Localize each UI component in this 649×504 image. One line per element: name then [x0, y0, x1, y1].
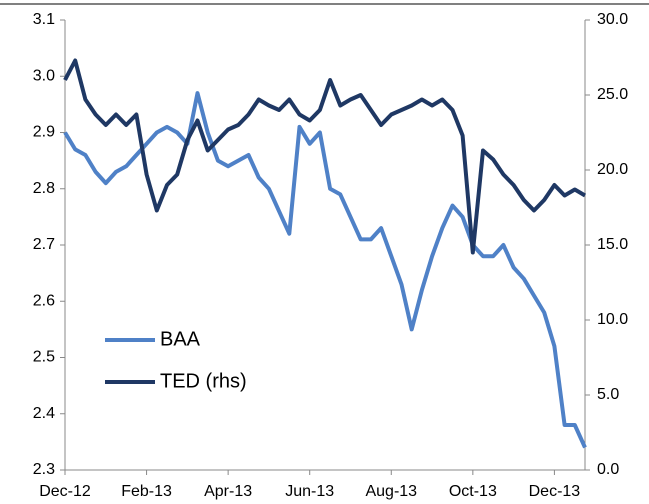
x-tick-label: Feb-13 [121, 483, 172, 500]
y-tick-label: 2.8 [33, 180, 55, 197]
y2-tick-label: 15.0 [597, 236, 628, 253]
y-tick-label: 2.3 [33, 461, 55, 478]
y2-tick-label: 0.0 [597, 461, 619, 478]
x-tick-label: Jun-13 [285, 483, 334, 500]
y2-tick-label: 25.0 [597, 86, 628, 103]
series-line [63, 91, 587, 449]
y2-tick-label: 5.0 [597, 386, 619, 403]
y-tick-label: 3.0 [33, 67, 55, 84]
y2-tick-label: 20.0 [597, 161, 628, 178]
y-tick-label: 2.6 [33, 292, 55, 309]
y2-tick-label: 10.0 [597, 311, 628, 328]
y2-tick-label: 30.0 [597, 11, 628, 28]
legend-label: TED (rhs) [160, 370, 247, 392]
y-tick-label: 2.9 [33, 124, 55, 141]
x-tick-label: Dec-12 [39, 483, 91, 500]
y-tick-label: 2.7 [33, 236, 55, 253]
y-tick-label: 3.1 [33, 11, 55, 28]
series-line [63, 58, 587, 255]
x-tick-label: Dec-13 [529, 483, 581, 500]
y-tick-label: 2.5 [33, 349, 55, 366]
x-tick-label: Oct-13 [449, 483, 497, 500]
x-tick-label: Aug-13 [365, 483, 417, 500]
legend-label: BAA [160, 328, 201, 350]
x-tick-label: Apr-13 [204, 483, 252, 500]
y-tick-label: 2.4 [33, 405, 55, 422]
